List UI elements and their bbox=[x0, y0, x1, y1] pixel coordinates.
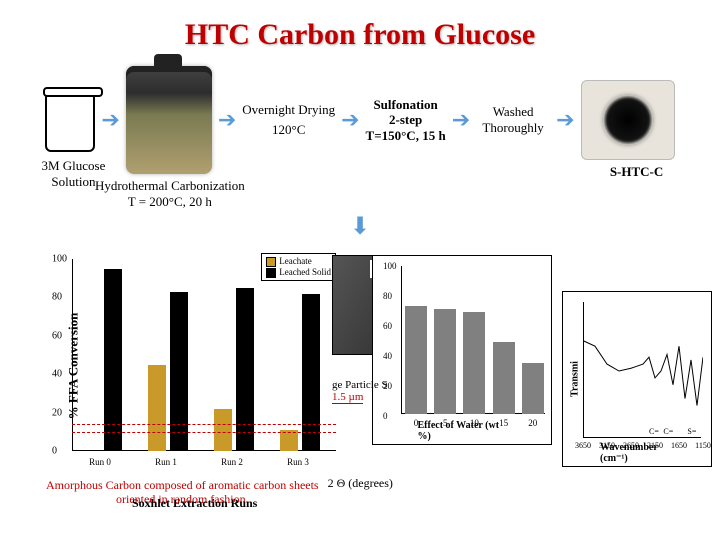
arrow-icon: ➔ bbox=[452, 107, 470, 133]
chartC-plot bbox=[583, 302, 701, 438]
reference-lines bbox=[72, 251, 336, 451]
wash-label: Washed Thoroughly bbox=[476, 104, 550, 135]
reactor-label: Hydrothermal Carbonization T = 200°C, 20… bbox=[90, 178, 250, 210]
beaker-icon bbox=[45, 88, 95, 152]
sulf-sub: 2-step bbox=[366, 112, 446, 128]
product-label: S-HTC-C bbox=[597, 164, 677, 180]
particle-size-label: ge Particle S 1.5 µm bbox=[332, 379, 388, 403]
ftir-chart: Transmi Wavenumber (cm⁻¹) 36503150265021… bbox=[562, 291, 712, 467]
chartC-ylabel: Transmi bbox=[569, 361, 580, 397]
petri-icon bbox=[581, 80, 675, 160]
arrow-down-icon: ⬇ bbox=[350, 213, 370, 240]
sulfonation-label: Sulfonation 2-step T=150°C, 15 h bbox=[366, 97, 446, 144]
sulf-title: Sulfonation bbox=[366, 97, 446, 113]
soxhlet-label: Soxhlet Extraction Runs bbox=[132, 496, 257, 511]
drying-label: Overnight Drying 120°C bbox=[242, 102, 335, 137]
reactor-icon bbox=[126, 66, 212, 174]
drying-temp: 120°C bbox=[242, 122, 335, 138]
arrow-icon: ➔ bbox=[556, 107, 574, 133]
page-title: HTC Carbon from Glucose bbox=[0, 18, 720, 52]
arrow-icon: ➔ bbox=[218, 107, 236, 133]
chartB-plot bbox=[401, 266, 545, 414]
water-effect-chart: Effect of Water (wt %) 02040608010005101… bbox=[372, 255, 552, 445]
chartB-xlabel: Effect of Water (wt %) bbox=[418, 420, 507, 442]
arrow-icon: ➔ bbox=[101, 107, 119, 133]
ffa-conversion-chart: % FFA Conversion Leachate Leached Solid … bbox=[30, 251, 340, 481]
arrow-icon: ➔ bbox=[341, 107, 359, 133]
charts-row: % FFA Conversion Leachate Leached Solid … bbox=[12, 251, 708, 531]
sulf-cond: T=150°C, 15 h bbox=[366, 128, 446, 144]
process-row: 3M Glucose Solution ➔ Hydrothermal Carbo… bbox=[12, 66, 708, 174]
drying-text: Overnight Drying bbox=[242, 102, 335, 118]
